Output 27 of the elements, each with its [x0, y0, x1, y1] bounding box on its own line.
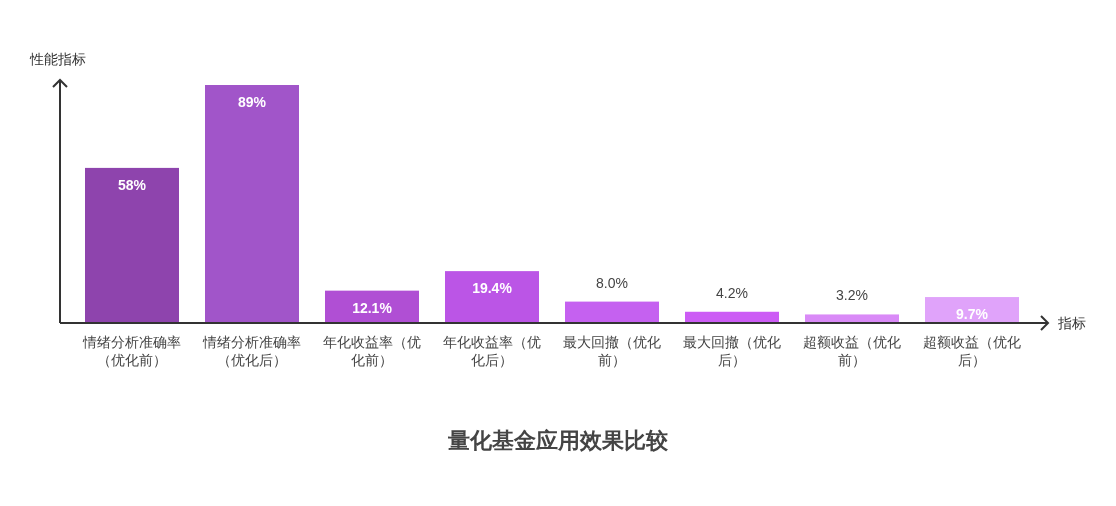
- data-label: 89%: [237, 94, 267, 110]
- bar: 3.2%: [805, 287, 899, 323]
- text: 量化基金应用效果比较: [447, 428, 669, 453]
- data-label: 9.7%: [956, 306, 989, 323]
- data-label: 58%: [117, 176, 147, 193]
- bar: 19.4%: [445, 271, 539, 323]
- bar: 8.0%: [565, 274, 659, 323]
- bar: 9.7%: [925, 297, 1019, 323]
- bar: 89%: [205, 85, 299, 323]
- bar: 58%: [85, 167, 179, 323]
- x-tick-label: 最大回撤（优化前）: [562, 333, 662, 369]
- x-tick-label: 超额收益（优化前）: [802, 333, 902, 369]
- x-tick-label: 年化收益率（优化后）: [442, 333, 542, 369]
- y-axis-title: 性能指标: [29, 51, 86, 67]
- x-tick-label: 情绪分析准确率（优化后）: [201, 333, 302, 369]
- x-tick-label: 情绪分析准确率（优化前）: [81, 333, 182, 369]
- data-label: 12.1%: [352, 299, 393, 316]
- x-tick-label: 超额收益（优化后）: [922, 333, 1022, 369]
- x-tick-label: 年化收益率（优化前）: [322, 333, 422, 369]
- data-label: 8.0%: [596, 274, 628, 291]
- data-label: 19.4%: [472, 280, 513, 297]
- bar: 12.1%: [325, 290, 419, 323]
- bar: 4.2%: [685, 284, 779, 323]
- data-label: 3.2%: [836, 287, 868, 304]
- data-label: 4.2%: [716, 284, 748, 301]
- x-axis-title: 指标: [1057, 315, 1086, 331]
- x-tick-label: 最大回撤（优化后）: [682, 333, 782, 369]
